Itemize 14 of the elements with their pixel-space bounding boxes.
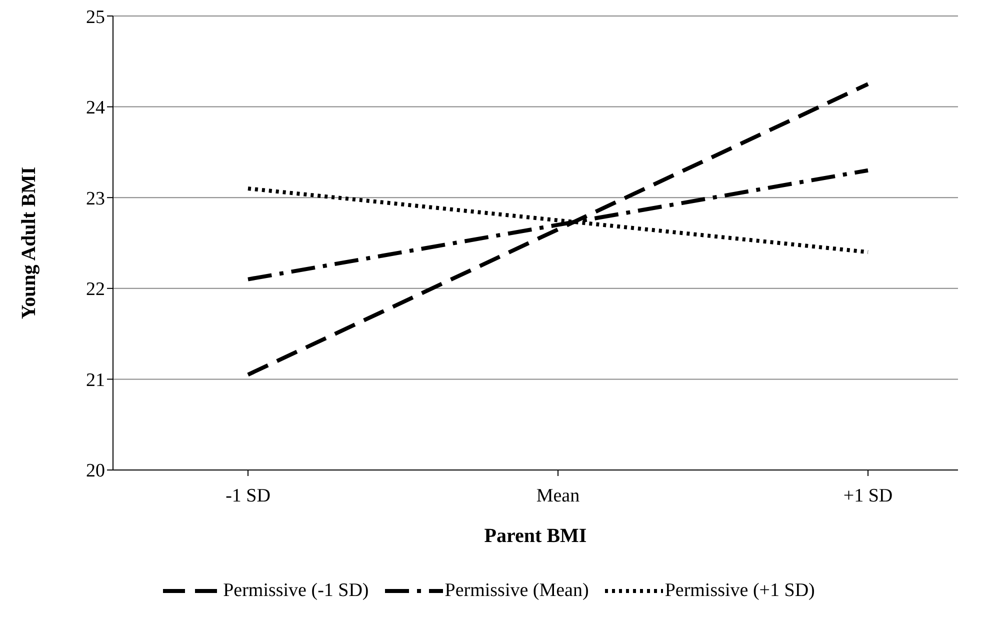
legend-label: Permissive (Mean) <box>444 580 589 602</box>
x-tick-label: -1 SD <box>226 485 270 506</box>
y-tick-label: 22 <box>86 279 105 300</box>
x-axis-title: Parent BMI <box>484 525 587 547</box>
legend-label: Permissive (+1 SD) <box>664 580 815 602</box>
y-tick-label: 25 <box>86 6 105 28</box>
x-tick-label: Mean <box>536 485 580 506</box>
y-tick-label: 21 <box>86 370 105 391</box>
legend-label: Permissive (-1 SD) <box>223 580 369 602</box>
x-tick-label: +1 SD <box>843 485 893 506</box>
y-tick-label: 23 <box>86 188 105 210</box>
y-tick-label: 20 <box>86 460 105 482</box>
y-axis-title: Young Adult BMI <box>18 166 40 320</box>
y-tick-label: 24 <box>86 98 106 119</box>
